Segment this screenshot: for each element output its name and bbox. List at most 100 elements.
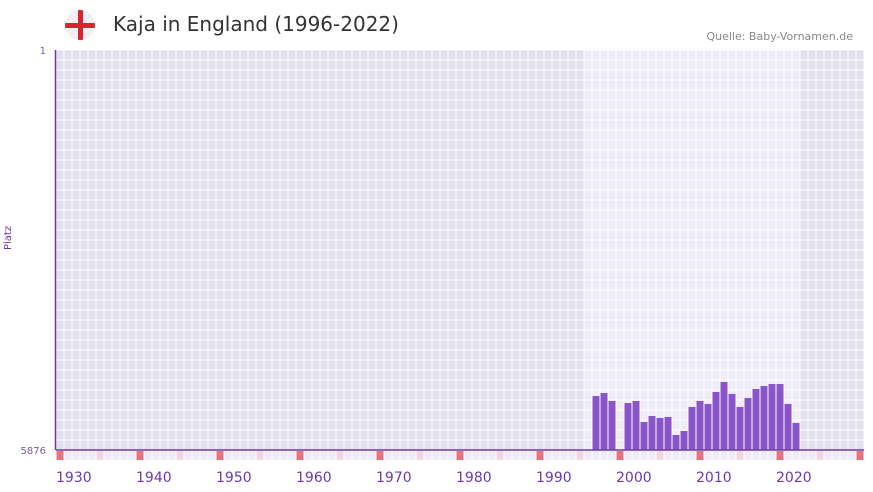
year-marker: [592, 451, 600, 460]
year-marker: [768, 451, 776, 460]
year-marker: [520, 451, 528, 460]
bar-2016: [744, 397, 752, 450]
year-marker: [240, 451, 248, 460]
bar-1998: [600, 393, 608, 450]
year-marker: [56, 451, 64, 460]
year-marker: [704, 451, 712, 460]
x-tick-label: 1940: [136, 470, 172, 486]
year-marker: [184, 451, 192, 460]
year-marker: [96, 451, 104, 460]
year-marker: [696, 451, 704, 460]
bar-2021: [784, 403, 792, 450]
year-marker: [304, 451, 312, 460]
year-marker: [344, 451, 352, 460]
bar-2008: [680, 431, 688, 450]
year-marker: [512, 451, 520, 460]
source-link[interactable]: Quelle: Baby-Vornamen.de: [706, 30, 853, 43]
x-tick-label: 2000: [616, 470, 652, 486]
year-marker: [336, 451, 344, 460]
y-tick-label: 1: [40, 46, 46, 57]
year-marker: [360, 451, 368, 460]
year-marker: [816, 451, 824, 460]
bar-1997: [592, 396, 600, 450]
year-marker: [64, 451, 72, 460]
bar-2002: [632, 400, 640, 450]
year-marker: [496, 451, 504, 460]
bar-2018: [760, 386, 768, 450]
year-marker: [128, 451, 136, 460]
year-marker: [264, 451, 272, 460]
year-marker: [448, 451, 456, 460]
bar-2014: [728, 393, 736, 450]
year-marker: [760, 451, 768, 460]
year-marker: [328, 451, 336, 460]
year-marker: [384, 451, 392, 460]
year-marker: [248, 451, 256, 460]
year-marker: [712, 451, 720, 460]
year-marker: [616, 451, 624, 460]
year-marker: [624, 451, 632, 460]
year-marker: [440, 451, 448, 460]
year-marker: [80, 451, 88, 460]
year-marker: [120, 451, 128, 460]
year-marker: [552, 451, 560, 460]
bar-2015: [736, 406, 744, 450]
year-marker: [192, 451, 200, 460]
year-marker: [296, 451, 304, 460]
year-marker: [720, 451, 728, 460]
bar-2017: [752, 388, 760, 450]
year-marker: [576, 451, 584, 460]
year-marker: [856, 451, 864, 460]
year-marker: [88, 451, 96, 460]
year-marker: [152, 451, 160, 460]
x-tick-label: 1960: [296, 470, 332, 486]
bar-2009: [688, 406, 696, 450]
x-tick-label: 1980: [456, 470, 492, 486]
year-marker: [176, 451, 184, 460]
year-marker: [320, 451, 328, 460]
bar-2020: [776, 384, 784, 450]
year-marker: [288, 451, 296, 460]
year-marker: [392, 451, 400, 460]
year-marker: [480, 451, 488, 460]
year-marker: [280, 451, 288, 460]
bar-2022: [792, 422, 800, 450]
year-marker: [160, 451, 168, 460]
year-marker: [368, 451, 376, 460]
year-marker: [488, 451, 496, 460]
year-marker: [432, 451, 440, 460]
year-marker: [800, 451, 808, 460]
year-marker: [504, 451, 512, 460]
year-marker: [808, 451, 816, 460]
year-marker: [608, 451, 616, 460]
year-marker: [648, 451, 656, 460]
year-marker: [208, 451, 216, 460]
bar-2006: [664, 416, 672, 450]
year-marker: [600, 451, 608, 460]
year-marker: [424, 451, 432, 460]
year-marker: [112, 451, 120, 460]
year-marker: [272, 451, 280, 460]
year-marker: [568, 451, 576, 460]
bar-2011: [704, 403, 712, 450]
england-flag-icon: [65, 10, 95, 40]
bar-2012: [712, 391, 720, 450]
year-marker: [536, 451, 544, 460]
year-marker: [672, 451, 680, 460]
year-marker: [560, 451, 568, 460]
year-marker: [312, 451, 320, 460]
year-marker: [736, 451, 744, 460]
bar-2004: [648, 416, 656, 450]
bar-2010: [696, 400, 704, 450]
year-marker: [400, 451, 408, 460]
year-marker: [848, 451, 856, 460]
bar-2005: [656, 418, 664, 450]
x-tick-label: 1930: [56, 470, 92, 486]
bar-2013: [720, 381, 728, 450]
year-marker: [144, 451, 152, 460]
year-marker: [256, 451, 264, 460]
year-marker: [464, 451, 472, 460]
y-tick-label: 5876: [21, 446, 46, 457]
x-tick-label: 2020: [776, 470, 812, 486]
